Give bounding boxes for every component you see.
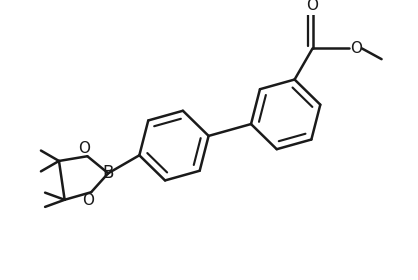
- Text: O: O: [82, 193, 94, 208]
- Text: B: B: [102, 164, 114, 182]
- Text: O: O: [350, 41, 362, 56]
- Text: O: O: [306, 0, 319, 13]
- Text: O: O: [79, 141, 91, 156]
